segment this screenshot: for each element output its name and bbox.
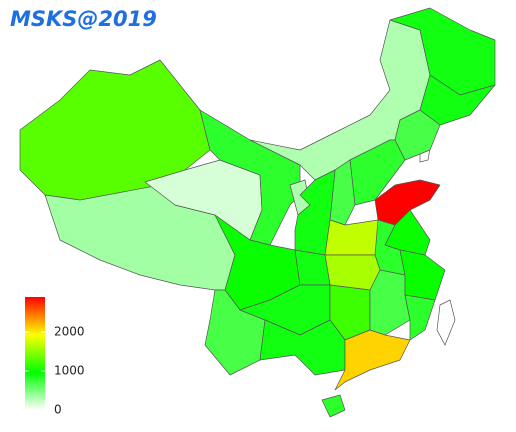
province: [399, 249, 446, 301]
colorbar: [25, 297, 45, 410]
map-title: MSKS@2019: [10, 7, 157, 31]
colorbar-tick-label: 2000: [54, 325, 85, 339]
colorbar-tick-label: 1000: [54, 364, 85, 378]
province: [369, 269, 411, 336]
province: [294, 249, 331, 286]
province: [324, 254, 381, 291]
colorbar-tick-label: 0: [54, 403, 62, 417]
province: [259, 319, 346, 376]
province: [404, 294, 436, 341]
province: [334, 329, 411, 391]
island-outline: [436, 299, 456, 346]
province: [349, 139, 406, 206]
province: [321, 394, 346, 418]
